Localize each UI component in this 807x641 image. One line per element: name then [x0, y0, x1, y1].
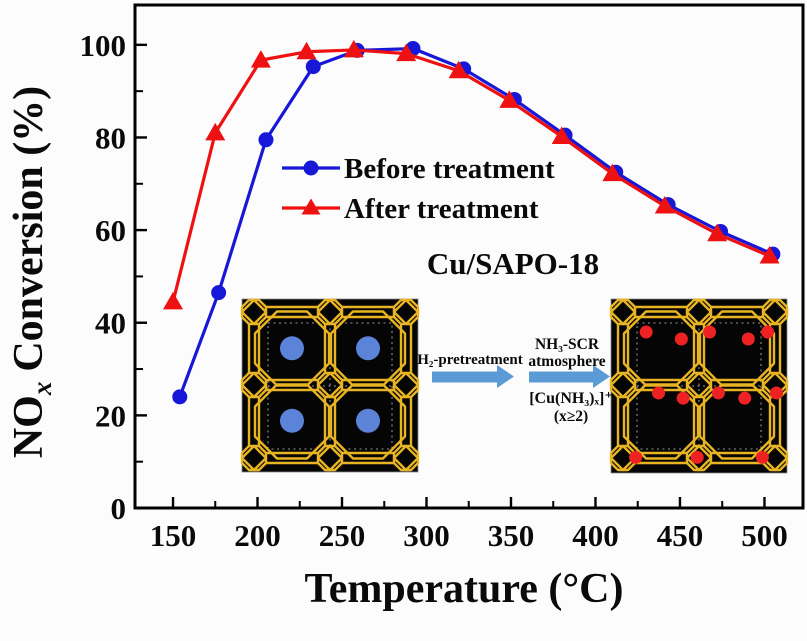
data-point-triangle — [654, 196, 675, 214]
cu-ammine-ion — [755, 450, 769, 464]
framework-diamond — [392, 371, 420, 399]
data-point-triangle — [250, 50, 271, 68]
framework-diamond — [392, 444, 420, 472]
legend: Before treatment After treatment — [282, 153, 555, 225]
cu-ammine-ion — [738, 391, 752, 405]
framework-diamond — [609, 298, 637, 326]
framework-diamond — [240, 298, 268, 326]
data-point-circle — [211, 285, 227, 301]
data-point-triangle — [551, 126, 572, 145]
framework-diamond — [316, 444, 344, 472]
framework-diamond — [240, 371, 268, 399]
framework-cage-ring — [253, 383, 331, 460]
x-tick-label: 450 — [657, 518, 704, 553]
cu-complex-ions-right — [629, 325, 783, 464]
cu-ammine-ion — [674, 332, 688, 346]
y-tick-label: 40 — [95, 306, 126, 341]
legend-label-before: Before treatment — [344, 153, 555, 185]
y-tick-label: 0 — [111, 491, 127, 526]
framework-diamond — [316, 371, 344, 399]
framework-cage-ring — [698, 310, 776, 387]
arrow-right-icon — [432, 365, 514, 388]
arrow-right-icon-2 — [529, 365, 610, 388]
data-point-triangle — [205, 122, 226, 141]
cu-ammine-ion — [676, 391, 690, 405]
framework-cage-ring — [622, 383, 700, 460]
y-tick-label: 20 — [95, 398, 126, 433]
zeolite-framework-left — [240, 298, 420, 472]
x-axis-title: Temperature (°C) — [305, 566, 624, 612]
arrow2-label-line2: atmosphere — [528, 353, 605, 370]
framework-diamond — [609, 371, 637, 399]
data-point-triangle — [602, 163, 623, 182]
x-tick-label: 500 — [741, 518, 788, 553]
data-point-triangle — [448, 60, 469, 79]
cu-ion — [279, 408, 304, 433]
framework-diamond — [240, 444, 268, 472]
cu-ammine-ion — [703, 325, 717, 339]
product-formula: [Cu(NH₃)ₓ]⁺ — [529, 390, 613, 407]
annotation-catalyst-name: Cu/SAPO-18 — [427, 246, 599, 281]
cu-ammine-ion — [741, 332, 755, 346]
cu-ion — [356, 408, 381, 433]
framework-diamond — [316, 298, 344, 326]
legend-marker-circle-icon — [303, 160, 319, 176]
cu-ammine-ion — [629, 450, 643, 464]
plot-frame — [133, 3, 805, 510]
framework-diamond — [392, 298, 420, 326]
data-point-triangle — [396, 43, 417, 62]
framework-cage-ring — [329, 383, 407, 460]
cu-ammine-ion — [639, 325, 653, 339]
data-point-triangle — [163, 291, 184, 310]
cu-ammine-ion — [652, 386, 666, 400]
data-point-circle — [305, 59, 321, 75]
data-point-triangle — [759, 246, 780, 264]
framework-cage-ring — [622, 310, 700, 387]
arrow1-label: H₂-pretreatment — [417, 352, 523, 368]
framework-cage-ring — [329, 310, 407, 387]
arrow2-label-line1: NH₃-SCR — [535, 336, 600, 353]
framework-diamond — [685, 444, 713, 472]
framework-diamond — [685, 298, 713, 326]
y-axis-title: NOxConversion (%) — [6, 86, 57, 458]
cu-ion — [356, 336, 381, 361]
axis-ticks: 150 200 250 300 350 400 450 500 0 20 40 60 80 100 — [80, 28, 788, 553]
x-tick-label: 400 — [572, 518, 619, 553]
x-tick-label: 200 — [234, 518, 281, 553]
cu-ammine-ion — [761, 325, 775, 339]
legend-label-after: After treatment — [344, 193, 539, 225]
data-series — [163, 39, 781, 405]
framework-diamond — [761, 298, 789, 326]
cu-ion — [279, 336, 304, 361]
cu-ammine-ion — [711, 386, 725, 400]
x-tick-label: 250 — [319, 518, 366, 553]
data-point-circle — [172, 389, 188, 405]
framework-cage-ring — [698, 383, 776, 460]
y-tick-label: 80 — [95, 120, 126, 155]
legend-marker-triangle-icon — [301, 198, 321, 215]
cu-ions-left — [279, 336, 381, 433]
framework-diamond — [685, 371, 713, 399]
data-point-triangle — [343, 39, 364, 58]
x-tick-label: 300 — [403, 518, 450, 553]
cu-ammine-ion — [769, 386, 783, 400]
data-point-triangle — [499, 90, 520, 108]
cu-ammine-ion — [690, 450, 704, 464]
data-point-triangle — [296, 41, 317, 60]
product-condition: (x≥2) — [554, 408, 588, 425]
framework-diamond — [761, 444, 789, 472]
y-tick-label: 60 — [95, 213, 126, 248]
x-tick-label: 150 — [150, 518, 197, 553]
framework-cage-ring — [253, 310, 331, 387]
y-tick-label: 100 — [80, 28, 127, 63]
data-point-triangle — [707, 223, 728, 242]
x-tick-label: 350 — [488, 518, 535, 553]
data-point-circle — [258, 132, 274, 148]
